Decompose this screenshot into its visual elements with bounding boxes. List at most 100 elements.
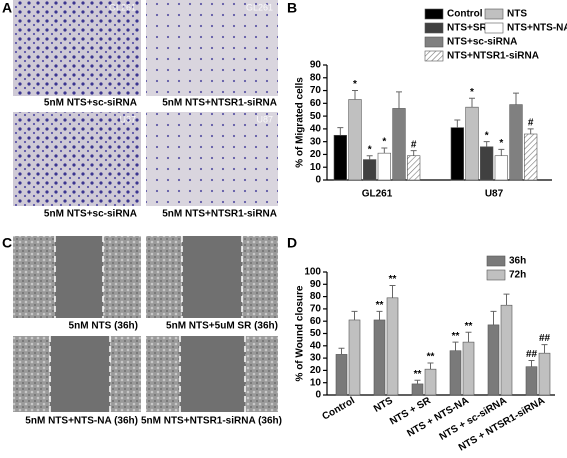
x-tick-label: Control (321, 395, 357, 422)
image-label: U87 (256, 114, 273, 124)
y-tick-label: 30 (310, 136, 322, 147)
bar (386, 297, 399, 396)
bar (538, 352, 551, 396)
significance-label: * (470, 87, 474, 98)
error-bar (381, 147, 388, 154)
y-axis-label: % of Migrated cells (295, 77, 306, 168)
bar (407, 155, 421, 181)
legend-label: NTS+NTSR1-siRNA (447, 51, 539, 62)
legend-label: NTS+NTS-NA (507, 23, 567, 34)
image-caption: 5nM NTS+NTSR1-siRNA (36h) (141, 416, 282, 427)
image-caption: 5nM NTS+NTSR1-siRNA (162, 98, 277, 109)
image-caption: 5nM NTS+NTSR1-siRNA (162, 209, 277, 220)
micrograph (146, 112, 278, 206)
image-caption: 5nM NTS+5uM SR (36h) (166, 321, 278, 332)
wound-gap (55, 236, 103, 318)
bar (524, 133, 538, 181)
y-tick-label: 0 (315, 390, 321, 401)
legend-label: Control (447, 9, 483, 20)
bar (363, 159, 377, 181)
legend-label: NTS+sc-siRNA (447, 37, 517, 48)
significance-label: ** (414, 369, 422, 380)
image-caption: 5nM NTS+sc-siRNA (44, 98, 137, 109)
y-axis-label: % of Wound closure (295, 285, 306, 381)
error-bar (503, 293, 510, 306)
significance-label: # (411, 139, 417, 150)
image-label: U87 (119, 114, 136, 124)
significance-label: ** (427, 352, 435, 363)
x-tick-label: GL261 (362, 189, 393, 200)
y-tick-label: 70 (310, 304, 322, 315)
error-bar (351, 310, 358, 320)
panel-letter: A (2, 0, 12, 16)
bar (348, 99, 362, 181)
bar (465, 106, 479, 181)
significance-label: ## (539, 333, 551, 344)
y-tick-label: 50 (310, 328, 322, 339)
y-tick-label: 50 (310, 111, 322, 122)
error-bar (527, 128, 534, 134)
legend-label: NTS+SR (447, 23, 488, 34)
wound-gap (50, 336, 110, 412)
image-caption: 5nM NTS (36h) (69, 321, 138, 332)
bar (449, 350, 462, 396)
micrograph (146, 0, 278, 96)
y-tick-label: 70 (310, 85, 322, 96)
y-tick-label: 10 (310, 162, 322, 173)
y-tick-label: 40 (310, 340, 322, 351)
error-bar (414, 379, 421, 384)
error-bar (352, 90, 358, 100)
bar (335, 354, 348, 396)
bar (487, 324, 500, 396)
error-bar (513, 92, 519, 105)
micrograph (13, 112, 141, 206)
bar (525, 366, 538, 396)
error-bar (452, 341, 459, 351)
bar (480, 146, 494, 181)
significance-label: * (353, 79, 357, 90)
bar (411, 383, 424, 396)
y-tick-label: 80 (310, 72, 322, 83)
legend-label: NTS (507, 9, 527, 20)
wound-gap (182, 236, 242, 318)
error-bar (338, 347, 345, 355)
y-tick-label: 40 (310, 124, 322, 135)
legend-swatch (486, 269, 506, 281)
significance-label: ** (389, 274, 397, 285)
legend-swatch (424, 8, 444, 20)
legend-label: 36h (509, 256, 526, 267)
y-tick-label: 0 (315, 175, 321, 186)
significance-label: ** (465, 321, 473, 332)
legend-swatch (484, 22, 504, 34)
x-tick-label: U87 (485, 189, 504, 200)
significance-label: ## (526, 349, 538, 360)
image-label: GL261 (109, 2, 136, 12)
bar (373, 319, 386, 396)
wound-gap (180, 336, 245, 412)
y-tick-label: 100 (304, 267, 321, 278)
error-bar (541, 344, 548, 354)
image-caption: 5nM NTS+NTS-NA (36h) (25, 416, 138, 427)
bar (494, 155, 508, 181)
y-tick-label: 90 (310, 279, 322, 290)
panel-letter: B (287, 0, 297, 16)
error-bar (366, 155, 373, 160)
bar (424, 368, 437, 396)
panel-letter: C (2, 235, 12, 251)
significance-label: ** (452, 331, 460, 342)
legend-swatch (486, 255, 506, 267)
legend-swatch (424, 22, 444, 34)
error-bar (454, 119, 461, 128)
bar (392, 108, 406, 181)
legend-swatch (424, 36, 444, 48)
legend-swatch (484, 8, 504, 20)
bar (509, 104, 523, 181)
image-label: GL261 (246, 2, 273, 12)
y-tick-label: 60 (310, 98, 322, 109)
bar (333, 134, 347, 181)
error-bar (483, 141, 490, 147)
error-bar (469, 97, 475, 108)
y-tick-label: 80 (310, 291, 322, 302)
y-tick-label: 20 (310, 365, 322, 376)
significance-label: * (382, 137, 386, 148)
